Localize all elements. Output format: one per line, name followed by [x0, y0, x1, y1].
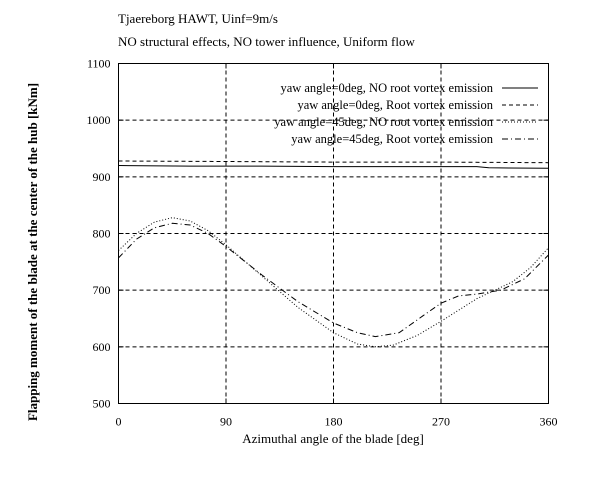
series-lines [118, 160, 549, 348]
legend: yaw angle=0deg, NO root vortex emission y… [274, 81, 538, 146]
y-tick-label: 900 [93, 170, 111, 184]
y-axis-label: Flapping moment of the blade at the cent… [25, 83, 40, 421]
x-tick-label: 270 [432, 415, 450, 429]
x-tick-label: 180 [325, 415, 343, 429]
x-tick-label: 360 [540, 415, 558, 429]
series-line-4 [118, 222, 549, 338]
legend-label-1: yaw angle=0deg, NO root vortex emission [280, 81, 493, 95]
grid-lines [118, 63, 549, 404]
y-tick-label: 1000 [87, 113, 111, 127]
y-tick-label: 600 [93, 340, 111, 354]
legend-label-3: yaw angle=45deg, NO root vortex emission [274, 115, 494, 129]
x-tick-label: 90 [220, 415, 232, 429]
y-tick-label: 700 [93, 283, 111, 297]
legend-label-2: yaw angle=0deg, Root vortex emission [297, 98, 493, 112]
series-line-3 [118, 217, 549, 348]
x-tick-label: 0 [116, 415, 122, 429]
axis-ticks: 0 90 180 270 360 500 600 700 800 900 1000 1100 [87, 57, 558, 429]
y-tick-label: 500 [93, 397, 111, 411]
chart-subtitle: NO structural effects, NO tower influenc… [118, 34, 415, 49]
chart-title: Tjaereborg HAWT, Uinf=9m/s [118, 11, 278, 26]
x-axis-label: Azimuthal angle of the blade [deg] [242, 431, 424, 446]
y-tick-label: 800 [93, 227, 111, 241]
series-line-2 [118, 160, 549, 164]
legend-label-4: yaw angle=45deg, Root vortex emission [291, 132, 494, 146]
series-line-1 [118, 165, 549, 169]
y-tick-label: 1100 [87, 57, 111, 71]
